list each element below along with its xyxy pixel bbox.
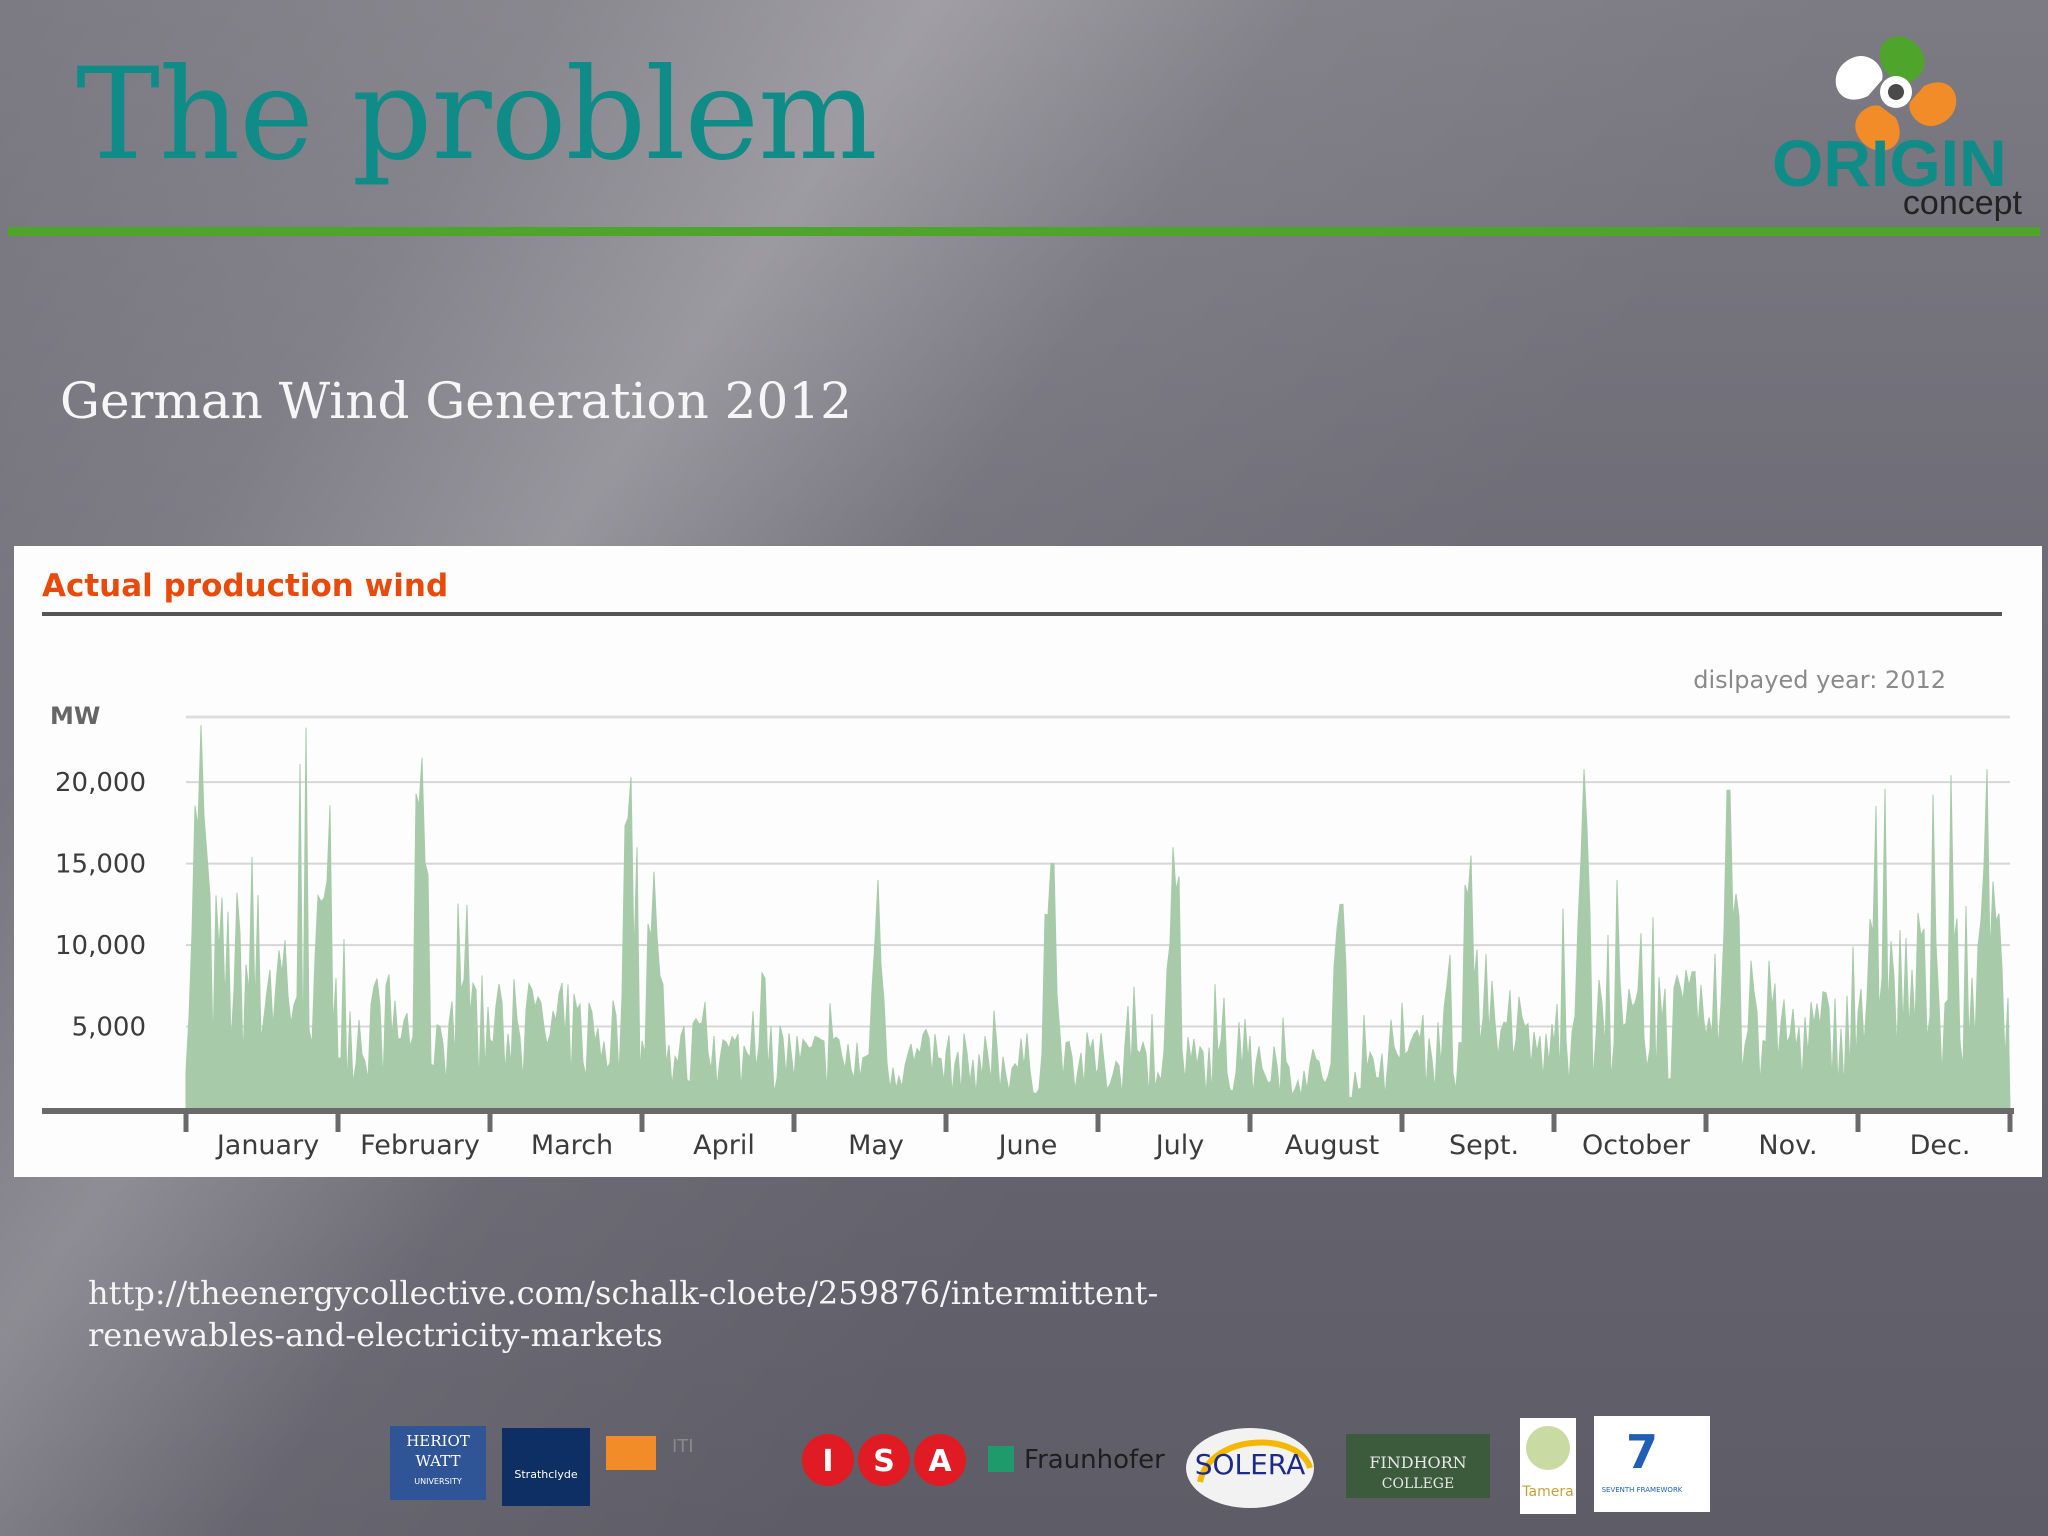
y-tick-label: 15,000 — [55, 850, 146, 880]
x-tick-label: Sept. — [1449, 1130, 1519, 1161]
y-tick-label: 10,000 — [55, 931, 146, 961]
strathclyde-logo: Strathclyde — [502, 1428, 590, 1506]
origin-concept-logo: ORIGIN concept — [1772, 36, 2023, 222]
wind-production-chart: Actual production wind dislpayed year: 2… — [42, 568, 2014, 1161]
svg-text:Fraunhofer: Fraunhofer — [1024, 1445, 1165, 1475]
logo-subtext: concept — [1903, 184, 2023, 222]
x-tick-label: February — [360, 1130, 480, 1161]
x-tick-label: April — [693, 1130, 755, 1161]
x-tick-label: July — [1154, 1130, 1205, 1161]
x-tick-label: August — [1285, 1130, 1380, 1161]
displayed-year-note: dislpayed year: 2012 — [1693, 666, 1946, 694]
source-url[interactable]: http://theenergycollective.com/schalk-cl… — [88, 1274, 1159, 1354]
logo-wordmark: ORIGIN — [1772, 126, 2007, 200]
fp7-logo: 7 SEVENTH FRAMEWORK — [1594, 1416, 1710, 1512]
chart-caption: German Wind Generation 2012 — [60, 372, 852, 430]
slide-title: The problem — [76, 41, 878, 188]
tamera-logo: Tamera — [1520, 1418, 1576, 1514]
heriot-watt-logo: HERIOT WATT UNIVERSITY — [390, 1426, 486, 1500]
x-tick-label: May — [848, 1130, 904, 1161]
chart-panel: Actual production wind dislpayed year: 2… — [14, 546, 2042, 1177]
x-tick-label: Dec. — [1910, 1130, 1971, 1161]
svg-text:SEVENTH FRAMEWORK: SEVENTH FRAMEWORK — [1602, 1486, 1683, 1494]
x-tick-label: March — [531, 1130, 613, 1161]
chart-title: Actual production wind — [42, 568, 448, 604]
x-tick-label: June — [997, 1130, 1058, 1161]
svg-text:HERIOT: HERIOT — [406, 1432, 470, 1450]
svg-text:S: S — [873, 1444, 895, 1479]
svg-text:WATT: WATT — [416, 1452, 461, 1470]
pinwheel-icon — [1835, 36, 1957, 151]
y-tick-label: 20,000 — [55, 768, 146, 798]
svg-text:Tamera: Tamera — [1521, 1484, 1573, 1500]
svg-text:COLLEGE: COLLEGE — [1382, 1476, 1454, 1492]
wind-production-area — [185, 725, 2011, 1109]
svg-text:I: I — [822, 1444, 833, 1479]
findhorn-college-logo: FINDHORN COLLEGE — [1346, 1434, 1490, 1498]
svg-text:A: A — [928, 1444, 952, 1479]
title-divider — [8, 227, 2040, 236]
fraunhofer-logo: Fraunhofer — [988, 1445, 1165, 1475]
x-tick-label: Nov. — [1758, 1130, 1817, 1161]
svg-text:UNIVERSITY: UNIVERSITY — [414, 1477, 462, 1486]
svg-text:Strathclyde: Strathclyde — [514, 1468, 577, 1481]
iti-logo: ITI — [606, 1436, 694, 1470]
x-tick-label: October — [1582, 1130, 1691, 1161]
sponsor-logos: HERIOT WATT UNIVERSITY Strathclyde ITI I… — [390, 1416, 1710, 1514]
isa-logo: I S A — [802, 1434, 966, 1486]
solera-logo: SOLERA — [1186, 1428, 1314, 1508]
x-tick-label: January — [215, 1130, 319, 1161]
y-axis-unit: MW — [50, 702, 100, 730]
svg-text:FINDHORN: FINDHORN — [1369, 1453, 1466, 1472]
svg-text:SOLERA: SOLERA — [1195, 1448, 1306, 1481]
svg-text:ITI: ITI — [672, 1436, 694, 1457]
svg-text:7: 7 — [1626, 1425, 1658, 1479]
y-tick-label: 5,000 — [72, 1013, 146, 1043]
